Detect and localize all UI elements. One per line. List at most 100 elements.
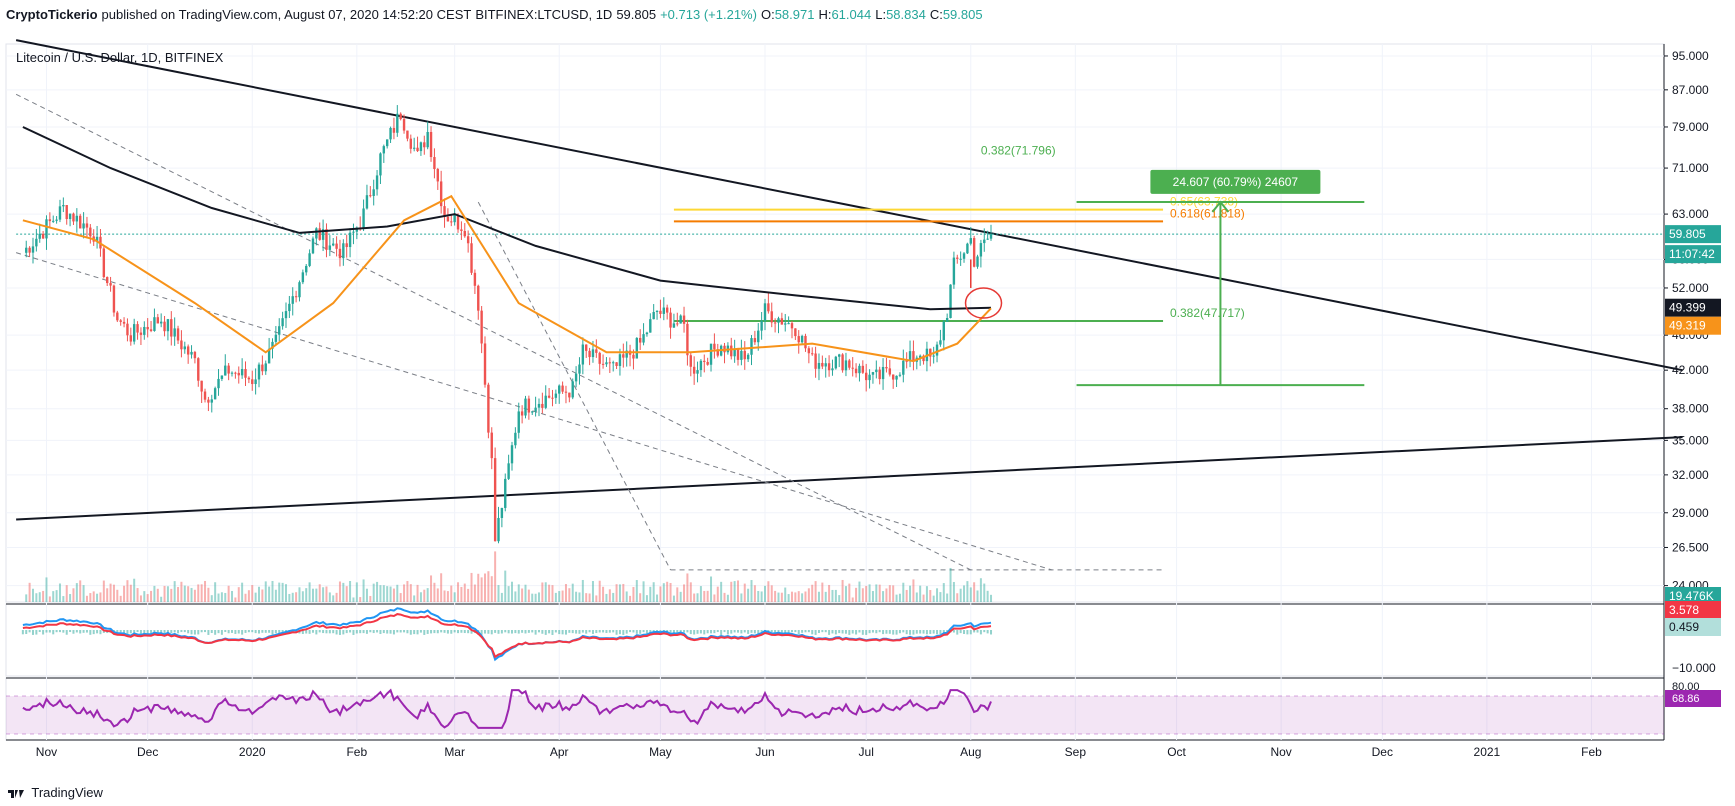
volume-bar — [457, 582, 460, 602]
volume-bar — [824, 591, 827, 602]
volume-bar — [571, 583, 574, 602]
volume-bar — [629, 595, 632, 602]
trendline-4[interactable] — [477, 201, 671, 571]
candle-body — [794, 328, 797, 337]
volume-bar — [332, 595, 335, 602]
macd-histogram-bar — [942, 630, 945, 633]
volume-bar — [156, 588, 159, 602]
volume-bar — [96, 593, 99, 602]
candle-body — [699, 360, 703, 371]
volume-bar — [912, 579, 915, 602]
highlight-ellipse[interactable] — [964, 287, 1003, 319]
volume-bar — [436, 588, 439, 602]
candle-body — [959, 258, 962, 260]
candle-body — [143, 326, 146, 335]
candle-body — [247, 377, 251, 380]
volume-bar — [575, 591, 578, 602]
trendline-3[interactable] — [15, 252, 1052, 571]
macd-histogram-bar — [858, 630, 861, 633]
trendline-0[interactable] — [15, 39, 1683, 372]
macd-histogram-bar — [578, 630, 581, 634]
macd-histogram-bar — [126, 630, 129, 635]
candle-body — [891, 374, 895, 380]
volume-bar — [770, 585, 773, 602]
candle-body — [547, 395, 551, 398]
macd-histogram-bar — [817, 630, 820, 633]
candle-body — [989, 234, 993, 239]
ohlc-close-label: C: — [929, 7, 943, 22]
volume-bar — [578, 592, 581, 602]
author-name[interactable]: CryptoTickerio — [6, 7, 98, 22]
volume-bar — [683, 584, 686, 602]
candle-body — [399, 113, 402, 120]
volume-bar — [936, 588, 939, 602]
volume-bar — [858, 581, 861, 602]
volume-bar — [568, 588, 571, 602]
volume-bar — [659, 586, 662, 602]
candle-body — [389, 127, 392, 140]
volume-bar — [190, 587, 193, 602]
footer-brand[interactable]: TradingView — [8, 784, 103, 802]
volume-bar — [301, 591, 304, 602]
macd-histogram-bar — [639, 630, 642, 634]
price-tag: 11:07:42 — [1669, 247, 1715, 261]
volume-bar — [423, 589, 426, 602]
symbol-label[interactable]: BITFINEX:LTCUSD, 1D — [475, 7, 613, 22]
macd-histogram-bar — [902, 630, 905, 633]
macd-histogram-bar — [359, 630, 362, 634]
candle-body — [95, 236, 99, 242]
volume-bar — [75, 583, 78, 602]
candle-body — [885, 366, 888, 369]
macd-histogram-bar — [824, 630, 827, 633]
candle-body — [453, 214, 456, 223]
y-tick-label: 32.000 — [1672, 468, 1709, 482]
macd-histogram-bar — [676, 630, 679, 634]
trendline-1[interactable] — [16, 436, 1683, 521]
macd-histogram-bar — [355, 630, 358, 634]
candle-body — [898, 374, 902, 376]
trendline-2[interactable] — [15, 93, 971, 571]
volume-bar — [608, 589, 611, 602]
macd-histogram-bar — [318, 630, 321, 633]
rsi-line[interactable] — [22, 688, 992, 729]
moving-average-0[interactable] — [22, 126, 992, 311]
macd-histogram-bar — [332, 630, 335, 634]
macd-histogram-bar — [153, 630, 156, 634]
candle-body — [166, 319, 170, 332]
candle-body — [237, 372, 240, 376]
candle-body — [861, 365, 865, 373]
macd-histogram-bar — [855, 630, 858, 635]
volume-bar — [507, 586, 510, 602]
candle-body — [234, 372, 237, 374]
volume-bar — [861, 588, 864, 602]
volume-bar — [372, 583, 375, 602]
volume-bar — [790, 591, 793, 602]
volume-bar — [210, 595, 213, 602]
volume-bar — [143, 591, 146, 602]
macd-signal-line[interactable] — [22, 613, 992, 659]
macd-histogram-bar — [561, 630, 564, 635]
volume-bar — [99, 592, 102, 602]
moving-average-1[interactable] — [22, 194, 992, 363]
volume-bar — [726, 594, 729, 602]
candle-body — [514, 432, 517, 446]
macd-histogram-bar — [774, 630, 777, 634]
volume-bar — [109, 583, 112, 602]
candle-body — [419, 142, 423, 152]
candle-body — [753, 338, 757, 343]
x-tick-label: Nov — [1270, 745, 1291, 759]
volume-bar — [882, 591, 885, 602]
macd-histogram-bar — [281, 630, 284, 634]
volume-bar — [490, 576, 493, 602]
volume-bar — [467, 588, 470, 602]
volume-bar — [963, 585, 966, 602]
candle-body — [827, 363, 831, 371]
macd-histogram-bar — [939, 630, 942, 635]
volume-bar — [696, 593, 699, 602]
macd-histogram-bar — [399, 630, 402, 633]
candle-body — [240, 369, 244, 376]
candle-body — [119, 320, 122, 322]
macd-histogram-bar — [521, 630, 524, 633]
volume-bar — [45, 577, 48, 602]
